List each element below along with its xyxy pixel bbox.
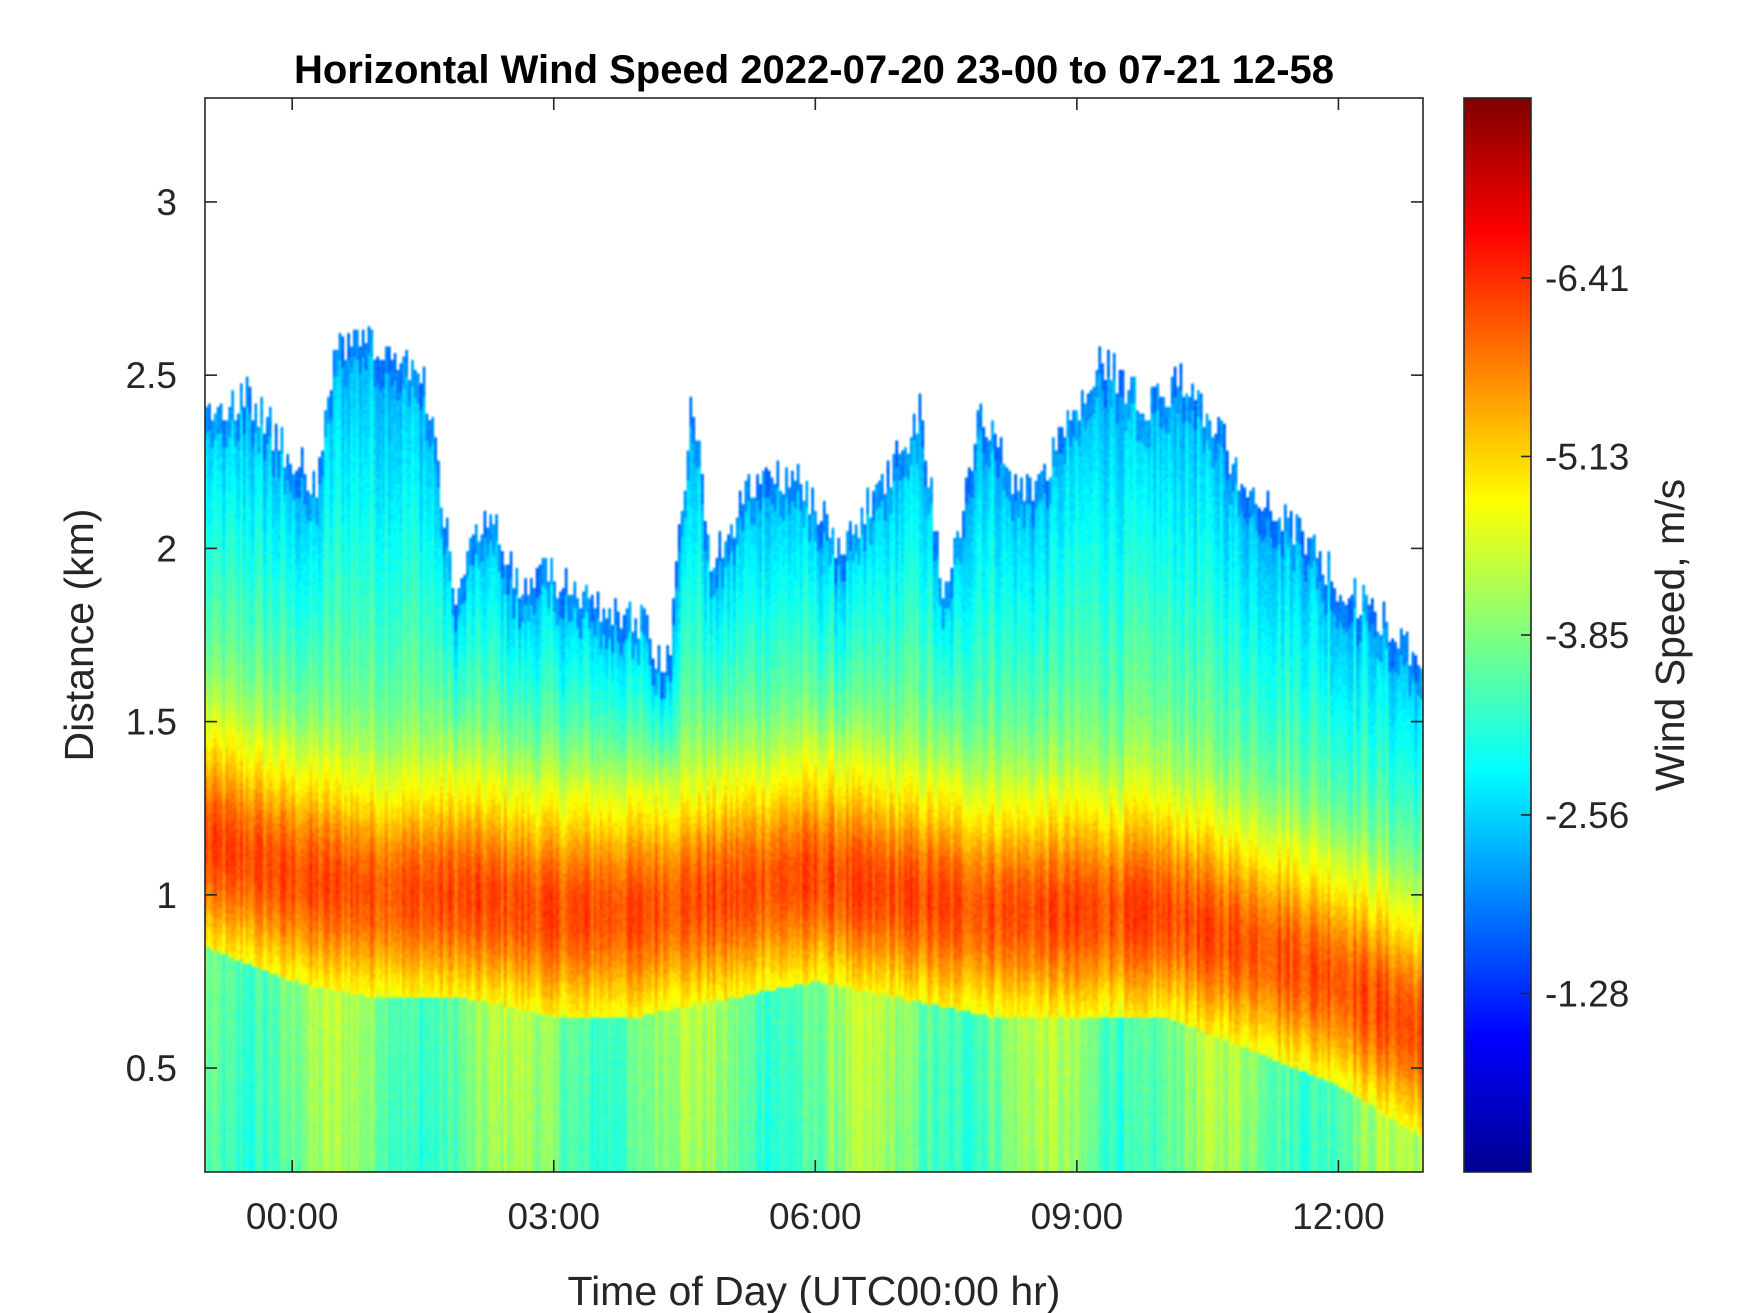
x-tick-label: 09:00 <box>1031 1196 1124 1237</box>
x-tick-label: 03:00 <box>507 1196 600 1237</box>
colorbar-gradient <box>1463 97 1532 1173</box>
colorbar-tick-label: -3.85 <box>1545 615 1629 656</box>
x-tick-label: 06:00 <box>769 1196 862 1237</box>
x-axis: 00:00 03:00 06:00 09:00 12:00 <box>246 98 1385 1237</box>
y-axis: 0.5 1 1.5 2 2.5 3 <box>126 182 1423 1089</box>
wind-speed-heatmap <box>205 98 1423 1172</box>
colorbar-tick-label: -6.41 <box>1545 258 1629 299</box>
y-tick-label: 2 <box>156 528 177 569</box>
x-tick-label: 00:00 <box>246 1196 339 1237</box>
colorbar-tick-label: -1.28 <box>1545 973 1629 1014</box>
x-tick-label: 12:00 <box>1292 1196 1385 1237</box>
y-tick-label: 0.5 <box>126 1048 177 1089</box>
colorbar-tick-label: -2.56 <box>1545 795 1629 836</box>
y-tick-label: 2.5 <box>126 355 177 396</box>
chart-title: Horizontal Wind Speed 2022-07-20 23-00 t… <box>294 48 1334 92</box>
x-axis-label: Time of Day (UTC00:00 hr) <box>568 1268 1061 1313</box>
colorbar-ticks: -1.28 -2.56 -3.85 -5.13 -6.41 <box>1521 258 1629 1014</box>
colorbar-tick-label: -5.13 <box>1545 436 1629 477</box>
y-tick-label: 3 <box>156 182 177 223</box>
y-tick-label: 1 <box>156 875 177 916</box>
y-axis-label: Distance (km) <box>56 509 102 762</box>
y-tick-label: 1.5 <box>126 702 177 743</box>
plot-frame <box>204 97 1424 1173</box>
colorbar-label: Wind Speed, m/s <box>1647 479 1693 791</box>
plot-area: 00:00 03:00 06:00 09:00 12:00 0.5 1 1.5 2 2.5 3 <box>126 97 1424 1237</box>
colorbar: -1.28 -2.56 -3.85 -5.13 -6.41 Wind Speed, m/… <box>1463 97 1693 1173</box>
